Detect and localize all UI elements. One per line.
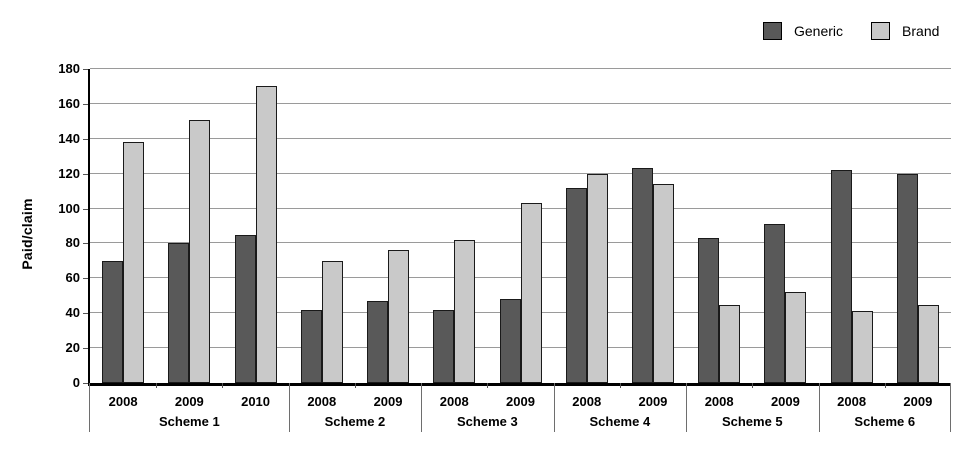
bar-generic-scheme-3-2009 [499,299,521,383]
scheme-separator-1 [288,383,290,432]
bar-brand-scheme-2-2009 [388,250,410,383]
gridline-140 [90,137,951,139]
bar-brand-scheme-3-2009 [520,203,542,383]
x-year-label-2008: 2008 [704,394,734,409]
x-year-tick [752,383,754,388]
x-year-tick [354,383,356,388]
bar-brand-scheme-6-2009 [917,304,939,383]
scheme-separator-5 [818,383,820,432]
legend-item-brand: Brand [871,22,939,40]
x-year-tick [222,383,224,388]
scheme-separator-2 [421,383,423,432]
x-year-tick [156,383,158,388]
bar-generic-scheme-2-2008 [300,309,322,383]
x-scheme-label-1: Scheme 1 [158,414,220,429]
y-tick-label-20: 20 [65,340,80,356]
y-axis-tick-20 [83,348,88,350]
bar-brand-scheme-4-2009 [652,184,674,383]
scheme-separator-left [89,383,90,432]
bar-brand-scheme-3-2008 [454,239,476,383]
legend: Generic Brand [763,22,939,40]
x-year-label-2008: 2008 [439,394,469,409]
bar-generic-scheme-1-2009 [168,243,190,383]
legend-label-generic: Generic [794,23,844,39]
bar-generic-scheme-1-2010 [234,234,256,383]
bar-brand-scheme-1-2009 [189,119,211,383]
x-scheme-label-5: Scheme 5 [721,414,783,429]
y-axis-title: Paid/claim [19,198,35,270]
x-year-label-2009: 2009 [903,394,933,409]
x-scheme-label-6: Scheme 6 [854,414,916,429]
x-scheme-label-3: Scheme 3 [457,414,518,429]
bar-brand-scheme-2-2008 [321,260,343,383]
y-tick-label-180: 180 [58,61,80,76]
y-axis-tick-100 [83,208,88,210]
x-year-label-2009: 2009 [174,394,204,409]
x-year-tick [487,383,489,388]
legend-swatch-generic [763,22,782,40]
x-year-label-2009: 2009 [506,394,535,409]
x-year-label-2008: 2008 [307,394,337,409]
y-tick-label-80: 80 [65,235,80,251]
x-year-label-2008: 2008 [572,394,602,409]
bar-brand-scheme-1-2010 [255,86,277,383]
y-axis-tick-180 [83,69,88,70]
bar-brand-scheme-4-2008 [586,173,608,383]
gridline-180 [90,68,951,69]
bar-generic-scheme-3-2008 [433,309,455,383]
bar-generic-scheme-4-2008 [565,187,587,383]
bar-brand-scheme-5-2009 [785,292,807,383]
bar-generic-scheme-5-2009 [764,224,786,383]
x-scheme-label-4: Scheme 4 [589,414,651,429]
x-year-label-2009: 2009 [638,394,668,409]
x-year-label-2010: 2010 [241,394,271,409]
legend-swatch-brand [871,22,891,40]
bar-brand-scheme-6-2008 [851,311,873,383]
y-axis-tick-80 [83,243,88,245]
y-tick-label-100: 100 [58,200,80,216]
x-year-label-2008: 2008 [108,394,138,409]
gridline-160 [90,102,951,104]
y-axis-tick-0 [83,383,88,384]
x-year-tick [884,383,886,388]
y-tick-label-160: 160 [58,95,80,111]
bar-generic-scheme-6-2009 [896,173,918,383]
legend-item-generic: Generic [763,22,843,40]
y-axis-tick-60 [83,278,88,280]
y-tick-label-120: 120 [58,165,80,181]
scheme-separator-6 [950,383,951,432]
y-axis-tick-140 [83,138,88,140]
scheme-separator-3 [553,383,555,432]
y-axis-tick-120 [83,173,88,175]
y-tick-label-40: 40 [65,305,80,321]
legend-label-brand: Brand [902,23,940,39]
bar-generic-scheme-6-2008 [830,170,852,383]
y-tick-label-60: 60 [65,270,80,286]
y-tick-label-0: 0 [72,375,80,390]
bar-generic-scheme-1-2008 [102,260,124,383]
bar-generic-scheme-5-2008 [698,238,720,383]
x-year-tick [619,383,621,388]
bar-brand-scheme-1-2008 [123,142,145,383]
gridline-120 [90,172,951,174]
y-tick-label-140: 140 [58,130,80,146]
x-scheme-label-2: Scheme 2 [324,414,386,429]
bar-generic-scheme-2-2009 [367,301,389,383]
x-year-label-2009: 2009 [373,394,403,409]
bar-generic-scheme-4-2009 [631,168,653,383]
x-year-label-2008: 2008 [837,394,867,409]
bar-brand-scheme-5-2008 [719,304,741,383]
y-axis-tick-160 [83,103,88,105]
y-axis-tick-40 [83,313,88,315]
scheme-separator-4 [686,383,688,432]
x-year-label-2009: 2009 [770,394,800,409]
plot-area: 0 20 40 60 80 100 120 140 160 180 2008 2009 2010 Sche… [58,61,951,432]
